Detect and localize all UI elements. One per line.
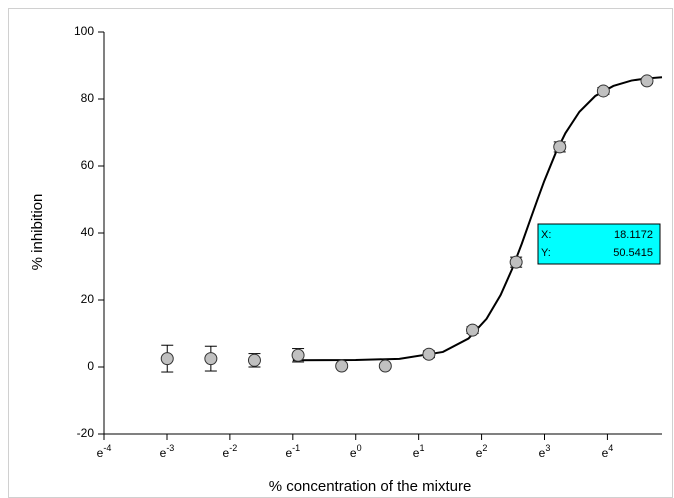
data-point	[204, 352, 218, 366]
data-point	[466, 323, 480, 337]
y-tick-label: 80	[81, 91, 95, 105]
x-tick-label: e3	[539, 443, 551, 460]
x-tick-label: e4	[602, 443, 614, 460]
y-tick-label: 20	[81, 292, 95, 306]
data-point	[422, 347, 436, 361]
data-point	[640, 74, 654, 88]
x-tick-label: e-3	[160, 443, 175, 460]
fit-curve	[292, 76, 663, 362]
annotation-label: X:	[541, 229, 551, 241]
x-axis-label: % concentration of the mixture	[269, 478, 472, 495]
y-tick-label: -20	[77, 426, 95, 440]
x-tick-label: e-1	[285, 443, 300, 460]
y-tick-label: 40	[81, 225, 95, 239]
data-point	[160, 352, 174, 366]
x-tick-label: e0	[350, 443, 362, 460]
annotation-label: Y:	[541, 247, 551, 259]
data-point	[291, 348, 305, 362]
y-axis-label: % inhibition	[29, 194, 46, 271]
y-tick-label: 100	[74, 24, 94, 38]
annotation-box	[537, 223, 661, 265]
x-tick-label: e1	[413, 443, 425, 460]
x-tick-label: e-4	[97, 443, 112, 460]
annotation-value: 50.5415	[613, 247, 653, 259]
data-point	[596, 84, 610, 98]
data-point	[553, 140, 567, 154]
y-tick-label: 0	[87, 359, 94, 373]
annotation-value: 18.1172	[614, 229, 653, 241]
x-tick-label: e-2	[223, 443, 238, 460]
data-point	[247, 353, 261, 367]
y-tick-label: 60	[81, 158, 95, 172]
data-point	[509, 255, 523, 269]
data-point	[378, 359, 392, 373]
x-tick-label: e2	[476, 443, 488, 460]
data-point	[335, 359, 349, 373]
